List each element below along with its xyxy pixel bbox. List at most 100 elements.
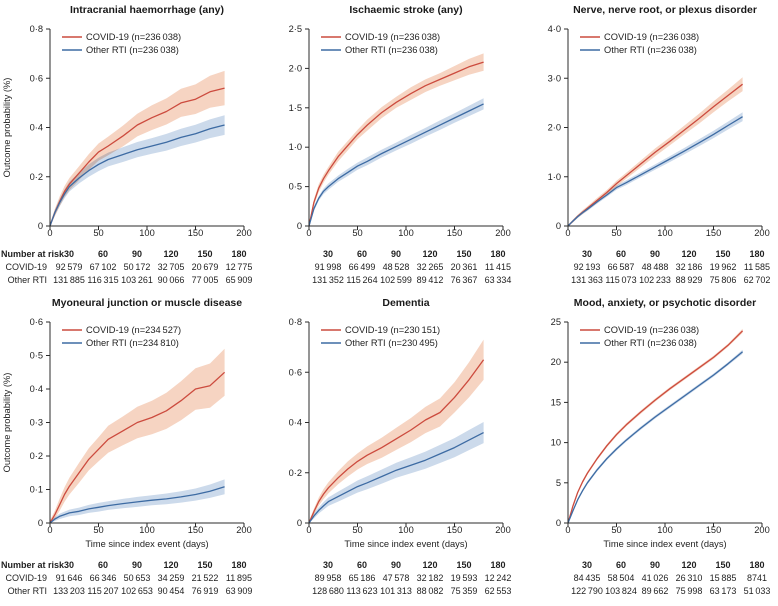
- legend-label: Other RTI (n=236 038): [604, 338, 697, 348]
- risk-value: 89 958: [315, 573, 342, 583]
- risk-value: 131 363: [571, 275, 603, 285]
- tick-labels: 0 5 10 15 20 25 0 50 100 150 200: [551, 317, 770, 535]
- risk-value: 115 073: [605, 275, 636, 285]
- covid-series-line: [49, 371, 226, 524]
- risk-time: 60: [357, 560, 367, 570]
- risk-value: 26 310: [676, 573, 703, 583]
- svg-text:0·5: 0·5: [289, 182, 302, 192]
- svg-text:200: 200: [236, 228, 252, 238]
- confidence-bands: [309, 339, 484, 523]
- dementia-chart: 0 0·2 0·4 0·6 0·8 0 50 100 150 200 Time since inde…: [289, 317, 512, 596]
- covid-confidence-band: [50, 70, 225, 227]
- panel-myoneural-junction-muscle-disease: Myoneural junction or muscle disease 0 0·…: [0, 293, 259, 606]
- risk-time: 30: [64, 249, 74, 259]
- risk-value: 50 172: [124, 262, 151, 272]
- axes: [305, 28, 504, 230]
- rti-confidence-band: [568, 112, 743, 226]
- panel-title: Nerve, nerve root, or plexus disorder: [573, 4, 757, 16]
- svg-text:50: 50: [93, 525, 103, 535]
- risk-value: 122 790: [571, 586, 603, 596]
- legend-label: COVID-19 (n=236 038): [86, 32, 181, 42]
- svg-text:100: 100: [398, 228, 414, 238]
- risk-time: 30: [323, 560, 333, 570]
- svg-text:50: 50: [352, 228, 362, 238]
- svg-text:150: 150: [188, 525, 204, 535]
- svg-text:2·0: 2·0: [289, 63, 302, 73]
- svg-text:3·0: 3·0: [548, 73, 561, 83]
- series-lines: [49, 87, 225, 227]
- svg-text:0·3: 0·3: [30, 418, 43, 428]
- svg-text:0: 0: [38, 518, 43, 528]
- risk-value: 20 679: [192, 262, 219, 272]
- svg-text:0: 0: [47, 525, 52, 535]
- risk-value: 21 522: [192, 573, 219, 583]
- series-lines: [308, 359, 485, 524]
- svg-text:1·0: 1·0: [548, 172, 561, 182]
- legend-label: Other RTI (n=236 038): [604, 45, 697, 55]
- risk-time: 30: [323, 249, 333, 259]
- risk-value: 115 207: [87, 586, 118, 596]
- svg-text:50: 50: [352, 525, 362, 535]
- risk-value: 113 623: [346, 586, 377, 596]
- svg-text:5: 5: [556, 478, 561, 488]
- legend-label: COVID-19 (n=236 038): [604, 325, 699, 335]
- svg-text:0: 0: [47, 228, 52, 238]
- risk-value: 48 488: [642, 262, 669, 272]
- risk-value: 75 806: [710, 275, 737, 285]
- risk-value: 15 885: [710, 573, 737, 583]
- covid-confidence-band: [309, 53, 484, 227]
- legend: COVID-19 (n=230 151) Other RTI (n=230 495…: [321, 325, 440, 348]
- risk-time: 30: [582, 560, 592, 570]
- confidence-bands: [50, 348, 225, 523]
- risk-value: 12 242: [485, 573, 512, 583]
- svg-text:200: 200: [754, 228, 770, 238]
- legend: COVID-19 (n=236 038) Other RTI (n=236 038…: [580, 325, 699, 348]
- legend: COVID-19 (n=236 038) Other RTI (n=236 038…: [62, 32, 181, 55]
- risk-time: 150: [456, 560, 471, 570]
- number-at-risk-table: 30 60 90 120 150 180 91 998 66 499 48 528 32 265 2…: [312, 249, 511, 285]
- risk-value: 102 653: [121, 586, 153, 596]
- svg-text:25: 25: [551, 317, 561, 327]
- risk-value: 103 261: [121, 275, 153, 285]
- svg-text:20: 20: [551, 357, 561, 367]
- risk-value: 76 919: [192, 586, 219, 596]
- intracranial-haemorrhage-chart: 0 0·2 0·4 0·6 0·8 0 50 100 150 200 Outcome probabi…: [1, 24, 252, 285]
- legend: COVID-19 (n=234 527) Other RTI (n=234 810…: [62, 325, 181, 348]
- risk-value: 102 599: [380, 275, 412, 285]
- panel-title: Myoneural junction or muscle disease: [51, 297, 243, 309]
- axes: [46, 321, 245, 527]
- rti-series-line: [308, 432, 484, 524]
- risk-value: 128 680: [312, 586, 344, 596]
- svg-text:0·4: 0·4: [30, 384, 43, 394]
- risk-time: 180: [490, 560, 505, 570]
- risk-value: 34 259: [158, 573, 185, 583]
- svg-text:0: 0: [306, 525, 311, 535]
- tick-labels: 0 0·2 0·4 0·6 0·8 0 50 100 150 200: [289, 317, 511, 535]
- svg-text:0·8: 0·8: [289, 317, 302, 327]
- risk-value: 47 578: [383, 573, 410, 583]
- risk-value: 62 553: [485, 586, 512, 596]
- svg-text:0: 0: [565, 228, 570, 238]
- confidence-bands: [568, 328, 743, 523]
- risk-value: 131 352: [312, 275, 344, 285]
- risk-time: 90: [650, 560, 660, 570]
- risk-value: 88 082: [417, 586, 444, 596]
- risk-value: 32 186: [676, 262, 703, 272]
- risk-value: 76 367: [451, 275, 478, 285]
- risk-value: 20 361: [451, 262, 478, 272]
- risk-value: 66 499: [349, 262, 376, 272]
- svg-text:150: 150: [188, 228, 204, 238]
- risk-value: 89 412: [417, 275, 444, 285]
- svg-text:2·5: 2·5: [289, 24, 302, 34]
- rti-confidence-band: [50, 115, 225, 226]
- svg-text:100: 100: [398, 525, 414, 535]
- risk-row-label: Other RTI: [8, 275, 47, 285]
- svg-text:0·2: 0·2: [289, 468, 302, 478]
- rti-series-line: [308, 103, 484, 227]
- svg-text:0·1: 0·1: [30, 485, 43, 495]
- risk-time: 120: [163, 249, 178, 259]
- risk-value: 88 929: [676, 275, 703, 285]
- svg-text:4·0: 4·0: [548, 24, 561, 34]
- risk-value: 62 702: [744, 275, 771, 285]
- rti-confidence-band: [568, 349, 743, 523]
